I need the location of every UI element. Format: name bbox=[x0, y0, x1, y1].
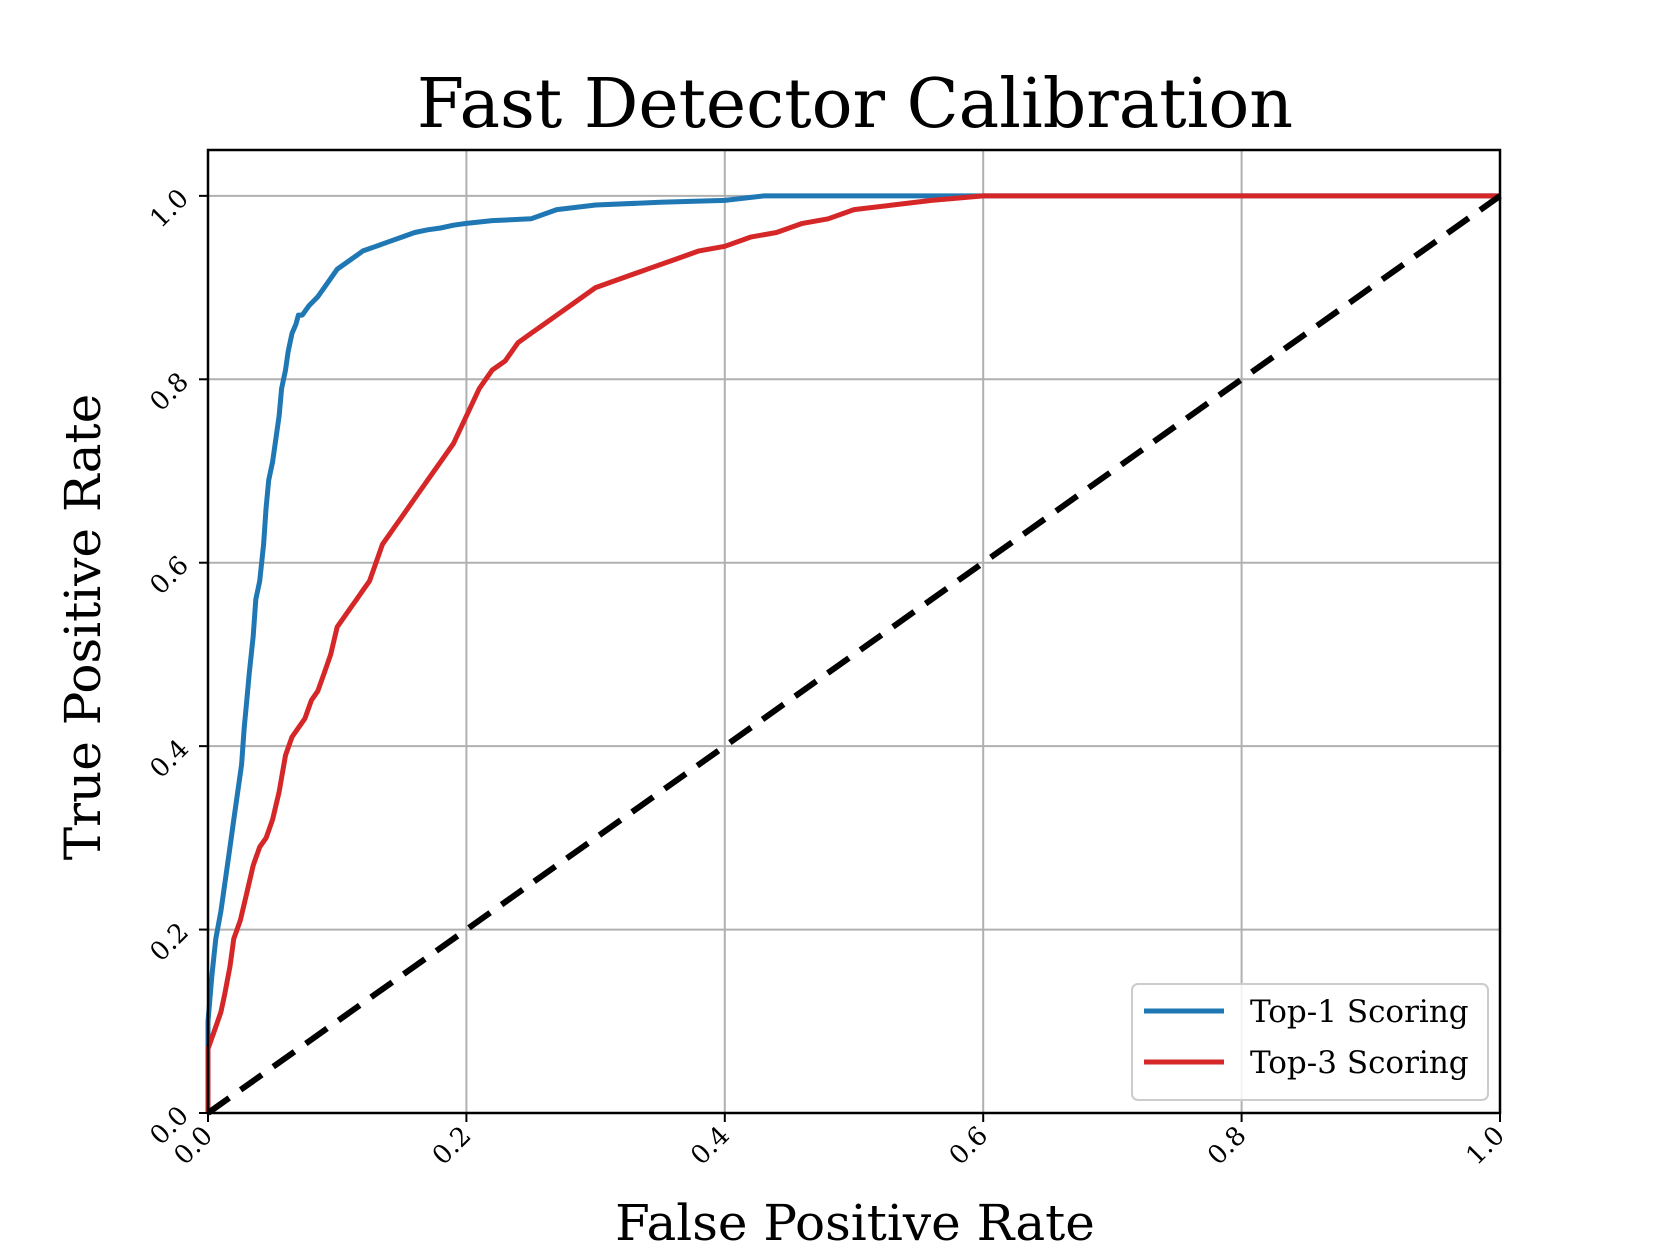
y-tick-label: 0.6 bbox=[144, 550, 194, 600]
series-line-1 bbox=[205, 193, 1500, 1113]
series-layer bbox=[205, 193, 1502, 1116]
chart-title: Fast Detector Calibration bbox=[417, 65, 1293, 144]
x-axis-ticks: 0.0 0.2 0.4 0.6 0.8 1.0 bbox=[168, 1113, 1511, 1171]
y-axis-ticks: 0.00.20.40.60.81.0 bbox=[144, 184, 208, 1151]
plot-frame bbox=[206, 148, 1502, 1115]
x-tick-label: 1.0 bbox=[1460, 1121, 1510, 1171]
x-tick-label: 0.8 bbox=[1202, 1121, 1252, 1171]
x-tick-label: 0.6 bbox=[944, 1121, 994, 1171]
x-tick-label: 0.4 bbox=[685, 1121, 735, 1171]
legend-entry-label: Top-1 Scoring bbox=[1250, 994, 1469, 1030]
legend-entry-label: Top-3 Scoring bbox=[1250, 1045, 1469, 1081]
x-tick-label: 0.2 bbox=[427, 1121, 477, 1171]
series-line-2 bbox=[205, 193, 1500, 1113]
chance-diagonal-line bbox=[206, 193, 1502, 1116]
y-tick-label: 1.0 bbox=[144, 184, 194, 234]
y-tick-label: 0.4 bbox=[144, 734, 194, 784]
legend: Top-1 Scoring Top-3 Scoring bbox=[1131, 983, 1489, 1101]
x-axis-label: False Positive Rate bbox=[615, 1194, 1095, 1245]
y-tick-label: 0.2 bbox=[144, 917, 194, 967]
y-axis-label: True Positive Rate bbox=[54, 394, 112, 860]
y-tick-label: 0.8 bbox=[144, 367, 194, 417]
grid bbox=[207, 150, 1501, 1114]
